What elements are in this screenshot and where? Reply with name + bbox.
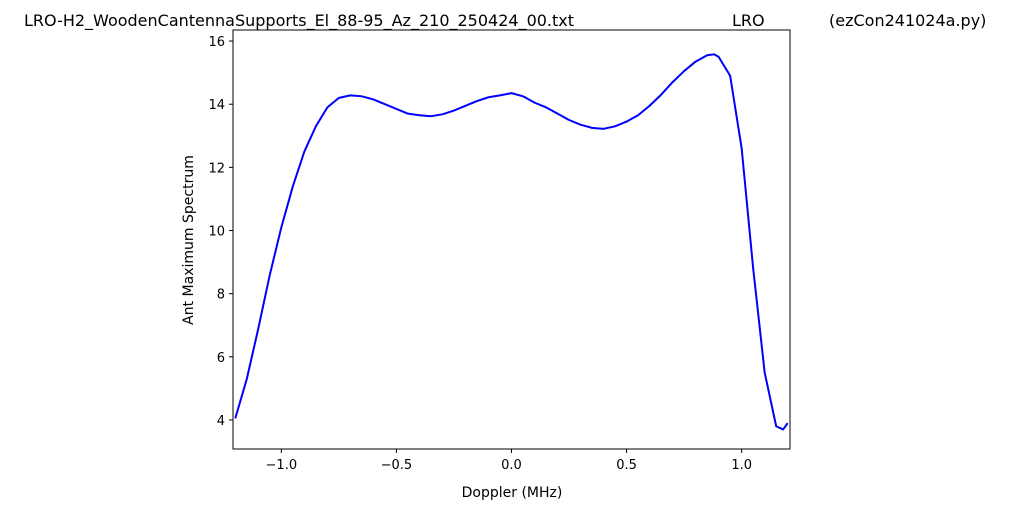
chart-title: LRO-H2_WoodenCantennaSupports_El_88-95_A… (24, 11, 574, 31)
y-tick-label: 12 (208, 161, 225, 176)
x-tick-label: 0.0 (501, 458, 522, 473)
y-tick-label: 4 (217, 414, 225, 429)
y-tick-label: 6 (217, 351, 225, 366)
x-tick-label: 0.5 (616, 458, 637, 473)
x-tick-label: 1.0 (731, 458, 752, 473)
line-series (234, 53, 789, 431)
y-tick-label: 10 (208, 225, 225, 240)
y-axis-label: Ant Maximum Spectrum (181, 155, 197, 325)
annotation: (ezCon241024a.py) (829, 11, 986, 30)
chart-subtitle: LRO (732, 11, 765, 30)
y-tick-label: 16 (208, 35, 225, 50)
x-tick-label: −1.0 (266, 458, 298, 473)
y-tick-label: 8 (217, 288, 225, 303)
x-tick-label: −0.5 (381, 458, 413, 473)
y-tick-label: 14 (208, 98, 225, 113)
x-axis-label: Doppler (MHz) (462, 485, 563, 501)
